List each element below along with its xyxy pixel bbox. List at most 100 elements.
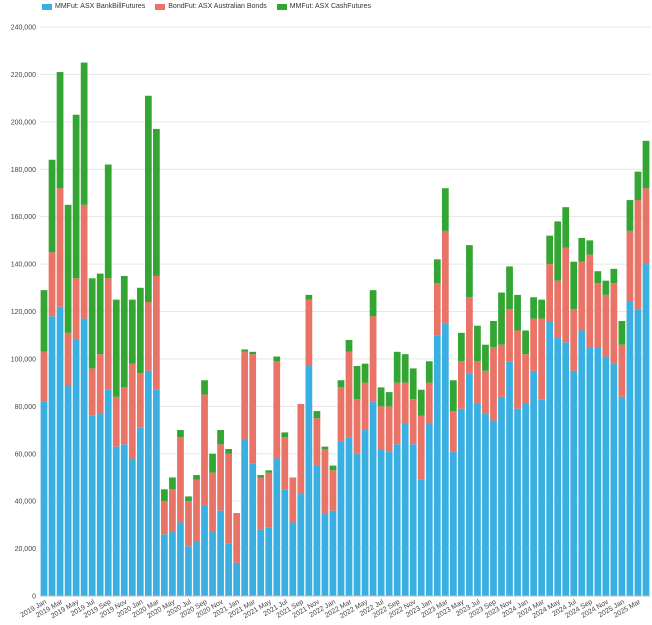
bar-segment-bonds[interactable] [153,275,160,390]
bar-segment-bonds[interactable] [610,283,618,364]
bar-segment-bankbill[interactable] [385,451,393,596]
bar-segment-bonds[interactable] [401,382,409,423]
bar-segment-bankbill[interactable] [466,373,473,596]
bar-segment-bankbill[interactable] [153,389,160,596]
bar-segment-bankbill[interactable] [265,527,273,596]
bar-segment-bankbill[interactable] [441,323,449,596]
bar-segment-cash[interactable] [634,171,642,201]
bar-segment-bonds[interactable] [466,297,473,374]
bar-segment-cash[interactable] [602,280,610,295]
bar-segment-bonds[interactable] [441,230,449,324]
bar-segment-cash[interactable] [209,453,216,473]
bar-segment-bonds[interactable] [241,351,249,440]
bar-segment-cash[interactable] [128,299,136,364]
bar-segment-bonds[interactable] [257,477,265,530]
bar-segment-bonds[interactable] [217,444,224,511]
bar-segment-bonds[interactable] [128,363,136,459]
bar-segment-bankbill[interactable] [482,413,489,596]
bar-segment-cash[interactable] [249,351,257,355]
bar-segment-bankbill[interactable] [217,510,224,596]
bar-segment-cash[interactable] [482,344,489,371]
bar-segment-bankbill[interactable] [321,513,329,596]
bar-segment-bankbill[interactable] [433,335,441,596]
bar-segment-cash[interactable] [554,221,562,281]
bar-segment-bankbill[interactable] [64,385,72,596]
bar-segment-bonds[interactable] [602,294,610,357]
bar-segment-bonds[interactable] [337,387,345,442]
bar-segment-bankbill[interactable] [506,361,513,596]
bar-segment-cash[interactable] [305,294,313,300]
bar-segment-bonds[interactable] [136,373,144,428]
bar-segment-bankbill[interactable] [594,347,602,596]
bar-segment-bankbill[interactable] [369,401,377,596]
bar-segment-cash[interactable] [345,339,353,352]
bar-segment-bonds[interactable] [353,399,361,454]
bar-segment-bankbill[interactable] [297,494,305,596]
bar-segment-bonds[interactable] [522,354,529,404]
bar-segment-cash[interactable] [217,430,224,445]
bar-segment-bankbill[interactable] [498,396,505,596]
bar-segment-cash[interactable] [353,366,361,400]
bar-segment-bankbill[interactable] [490,420,497,596]
bar-segment-bankbill[interactable] [313,465,321,596]
bar-segment-cash[interactable] [273,356,281,362]
bar-segment-bankbill[interactable] [273,458,281,596]
bar-segment-bonds[interactable] [538,318,546,400]
bar-segment-bonds[interactable] [490,347,497,421]
bar-segment-cash[interactable] [498,292,505,345]
bar-segment-bankbill[interactable] [337,441,345,596]
bar-segment-bonds[interactable] [385,406,393,452]
bar-segment-bankbill[interactable] [570,370,578,596]
bar-segment-cash[interactable] [441,188,449,231]
bar-segment-bonds[interactable] [458,361,465,409]
bar-segment-bankbill[interactable] [249,463,257,596]
bar-segment-bankbill[interactable] [458,408,465,596]
bar-segment-bankbill[interactable] [554,337,562,596]
bar-segment-bankbill[interactable] [425,422,433,596]
bar-segment-bonds[interactable] [618,344,626,397]
bar-segment-cash[interactable] [642,140,650,189]
bar-segment-cash[interactable] [538,299,546,319]
bar-segment-bonds[interactable] [88,368,96,416]
bar-segment-bonds[interactable] [305,299,313,367]
bar-segment-cash[interactable] [40,290,48,352]
bar-segment-bankbill[interactable] [88,415,96,596]
bar-segment-bonds[interactable] [313,418,321,466]
bar-segment-cash[interactable] [409,368,417,400]
bar-segment-bankbill[interactable] [72,339,80,596]
bar-segment-bankbill[interactable] [201,505,208,596]
bar-segment-bankbill[interactable] [401,422,409,596]
bar-segment-cash[interactable] [241,349,249,352]
bar-segment-bonds[interactable] [514,330,521,409]
bar-segment-cash[interactable] [546,235,554,265]
bar-segment-cash[interactable] [329,465,337,471]
bar-segment-cash[interactable] [88,278,96,369]
bar-segment-bonds[interactable] [209,472,216,532]
bar-segment-cash[interactable] [56,72,64,189]
bar-segment-bankbill[interactable] [409,444,417,596]
bar-segment-bankbill[interactable] [177,522,184,597]
bar-segment-bankbill[interactable] [586,347,594,596]
bar-segment-bonds[interactable] [169,489,176,532]
bar-segment-bonds[interactable] [225,453,232,544]
bar-segment-bankbill[interactable] [393,444,401,596]
bar-segment-bankbill[interactable] [225,543,232,596]
bar-segment-bankbill[interactable] [345,437,353,596]
bar-segment-bankbill[interactable] [257,529,265,596]
bar-segment-cash[interactable] [169,477,176,490]
bar-segment-cash[interactable] [474,325,481,362]
bar-segment-bonds[interactable] [562,247,570,343]
bar-segment-bankbill[interactable] [618,396,626,596]
bar-segment-bonds[interactable] [249,354,257,464]
bar-segment-bonds[interactable] [177,437,184,523]
bar-segment-bonds[interactable] [530,318,537,371]
bar-segment-cash[interactable] [369,290,377,317]
bar-segment-cash[interactable] [393,351,401,383]
bar-segment-bankbill[interactable] [96,413,104,596]
bar-segment-bonds[interactable] [546,264,554,321]
bar-segment-bankbill[interactable] [120,444,128,596]
bar-segment-bonds[interactable] [369,316,377,402]
bar-segment-cash[interactable] [530,297,537,319]
bar-segment-cash[interactable] [120,275,128,388]
bar-segment-bankbill[interactable] [530,370,537,596]
